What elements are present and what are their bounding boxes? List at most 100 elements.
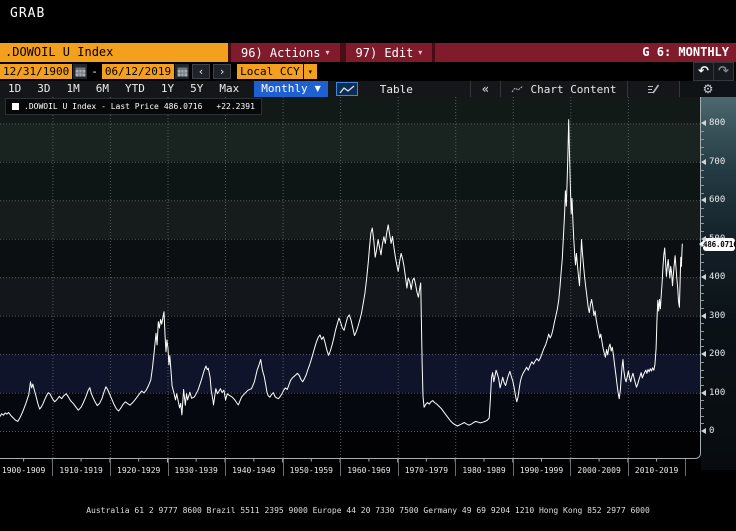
y-axis-minor-tick: [701, 331, 704, 332]
terminal-footer: Australia 61 2 9777 8600 Brazil 5511 239…: [0, 487, 736, 531]
currency-selector[interactable]: Local CCY: [237, 64, 303, 79]
menu-bar-filler: [435, 43, 642, 62]
edit-label: 97) Edit: [355, 45, 414, 60]
range-tab-max[interactable]: Max: [219, 82, 240, 95]
start-date-calendar-button[interactable]: [73, 64, 88, 79]
y-axis-minor-tick: [701, 223, 704, 225]
date-range-separator: -: [91, 65, 98, 78]
date-bar: 12/31/1900 - 06/12/2019 ‹ › Local CCY: [0, 62, 736, 81]
start-date-field[interactable]: 12/31/1900: [0, 64, 73, 79]
x-axis-label-separator: [570, 459, 572, 476]
undo-redo-group: ↶ ↷: [693, 62, 734, 81]
y-tick-marker: [701, 158, 706, 165]
end-date-calendar-button[interactable]: [175, 64, 190, 79]
edit-menu-button[interactable]: 97) Edit ▾: [342, 43, 436, 62]
y-axis-gutter: 486.0716 0 100 200 300 400 500 600 700 800: [699, 97, 736, 470]
chart-legend[interactable]: .DOWOIL U Index - Last Price 486.0716 +2…: [5, 98, 262, 115]
y-axis-minor-tick: [701, 407, 704, 409]
security-bar: .DOWOIL U Index 96) Actions ▾ 97) Edit ▾…: [0, 43, 736, 62]
y-axis-minor-tick: [701, 415, 704, 417]
y-tick-marker: [701, 351, 706, 358]
x-axis-label-separator: [455, 459, 457, 476]
range-tab-5y[interactable]: 5Y: [190, 82, 204, 95]
ticker-input[interactable]: .DOWOIL U Index: [0, 43, 228, 62]
y-axis-minor-tick: [701, 208, 704, 209]
y-axis-minor-tick: [701, 246, 704, 248]
actions-menu-button[interactable]: 96) Actions ▾: [228, 43, 343, 62]
y-axis-minor-tick: [701, 138, 704, 140]
y-axis-minor-tick: [701, 323, 704, 325]
y-tick-marker: [701, 428, 706, 434]
annotate-button[interactable]: [627, 81, 679, 97]
x-axis-label-1900-1909: 1900-1909: [1, 466, 46, 475]
shift-range-back-button[interactable]: ‹: [192, 64, 211, 79]
collapse-panel-button[interactable]: «: [470, 81, 500, 97]
y-axis-label-0: 0: [701, 426, 714, 436]
y-axis-label-400: 400: [701, 272, 725, 282]
range-tab-3d[interactable]: 3D: [37, 82, 51, 95]
end-date-field[interactable]: 06/12/2019: [101, 64, 175, 79]
currency-dropdown-arrow[interactable]: ▾: [302, 64, 317, 79]
x-axis-label-separator: [109, 459, 111, 476]
x-axis-labels: 1900-1909 1910-1919 1920-1929 1930-1939 1940…: [0, 459, 701, 481]
y-tick-marker: [701, 389, 706, 396]
x-axis-label-1980-1989: 1980-1989: [462, 466, 506, 475]
price-tag-notch: [699, 241, 703, 248]
range-tab-1y[interactable]: 1Y: [160, 82, 175, 95]
range-tab-6m[interactable]: 6M: [95, 82, 109, 95]
y-axis-minor-tick: [701, 261, 704, 263]
y-axis-minor-tick: [701, 154, 704, 156]
y-axis-minor-tick: [701, 369, 704, 371]
x-axis-label-2000-2009: 2000-2009: [577, 466, 621, 475]
price-tag-value: 486.0716: [703, 239, 736, 249]
chart-area: .DOWOIL U Index - Last Price 486.0716 +2…: [0, 97, 736, 481]
y-axis-label-600: 600: [701, 195, 725, 205]
gridlines: [0, 97, 701, 458]
y-axis-label-800: 800: [701, 118, 725, 128]
period-label: Monthly: [261, 82, 308, 95]
x-axis-label-1990-1999: 1990-1999: [519, 466, 564, 475]
line-chart-view-button[interactable]: [335, 82, 358, 96]
x-axis-label-1940-1949: 1940-1949: [232, 466, 276, 475]
y-axis-label-100: 100: [701, 388, 725, 398]
y-axis-minor-tick: [701, 346, 704, 348]
chart-toolbar: 1D 3D 1M 6M YTD 1Y 5Y Max Monthly ▼ Table « Cha…: [0, 81, 736, 97]
undo-button[interactable]: ↶: [694, 63, 714, 80]
x-axis-label-separator: [225, 459, 226, 476]
price-chart-plot[interactable]: [0, 97, 701, 463]
background-bands: [0, 97, 701, 463]
series-swatch: [12, 103, 19, 110]
y-axis-minor-tick: [701, 231, 704, 233]
y-axis-minor-tick: [701, 423, 704, 425]
table-view-button[interactable]: Table: [379, 82, 413, 96]
x-axis-label-separator: [627, 459, 629, 476]
y-axis-minor-tick: [701, 308, 704, 309]
period-selector[interactable]: Monthly ▼: [254, 81, 328, 97]
y-axis-minor-tick: [701, 169, 704, 171]
range-tab-ytd[interactable]: YTD: [125, 82, 145, 95]
y-tick-marker: [701, 235, 706, 242]
y-axis-minor-tick: [701, 131, 704, 133]
series-change: +22.2391: [216, 102, 255, 111]
shift-range-forward-button[interactable]: ›: [213, 64, 232, 79]
y-axis-minor-tick: [701, 215, 704, 217]
annotate-pencil-icon: [648, 84, 660, 94]
y-axis-minor-tick: [701, 184, 704, 186]
y-tick-marker: [701, 274, 706, 281]
x-axis-label-separator: [52, 459, 54, 476]
y-axis-minor-tick: [701, 300, 704, 302]
chart-content-button[interactable]: Chart Content: [500, 81, 627, 97]
grab-label: GRAB: [10, 6, 46, 21]
redo-button[interactable]: ↷: [718, 64, 729, 79]
range-tab-group: 1D 3D 1M 6M YTD 1Y 5Y Max: [0, 81, 247, 97]
range-tab-1d[interactable]: 1D: [8, 82, 22, 95]
dropdown-arrow-icon: ▾: [325, 48, 330, 57]
x-axis-label-1910-1919: 1910-1919: [59, 466, 103, 475]
x-axis-label-1970-1979: 1970-1979: [404, 466, 449, 475]
settings-gear-button[interactable]: ⚙: [679, 81, 736, 97]
grab-bar: GRAB: [0, 0, 736, 43]
calendar-icon: [75, 67, 86, 77]
range-tab-1m[interactable]: 1M: [66, 82, 80, 95]
x-axis-label-separator: [512, 459, 514, 476]
